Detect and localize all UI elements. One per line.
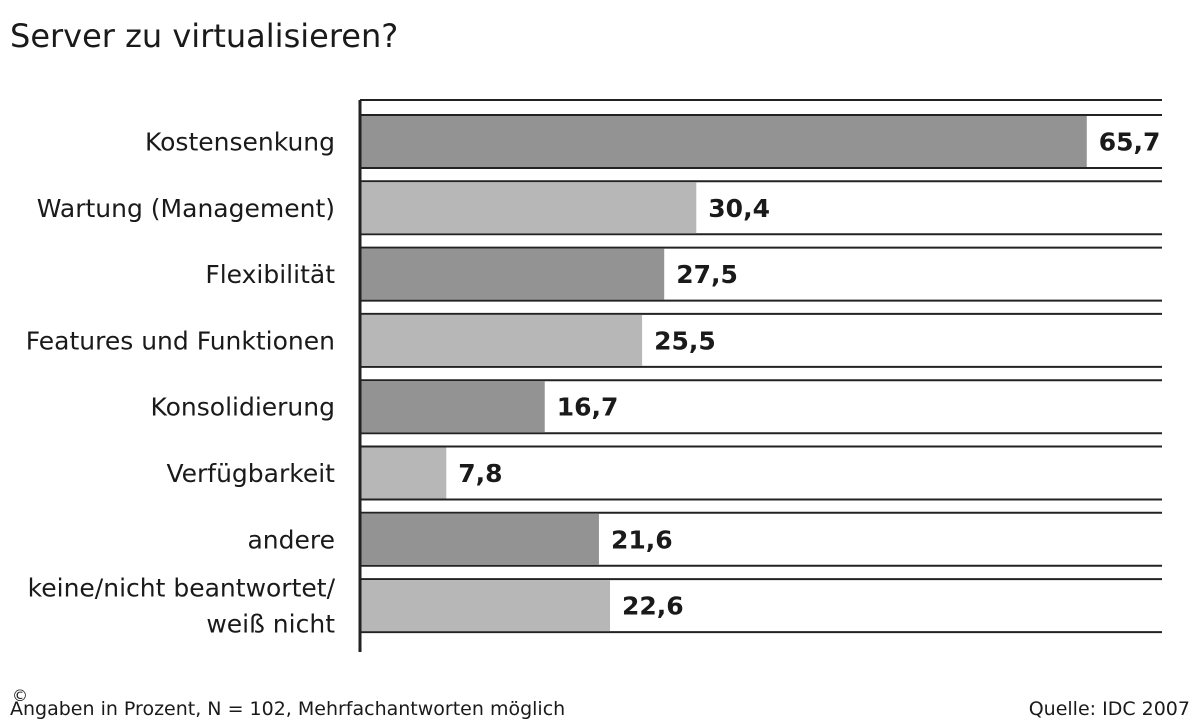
category-label: Features und Funktionen	[26, 326, 335, 355]
bar	[360, 580, 611, 632]
bar-value-label: 25,5	[654, 326, 716, 355]
footnote: Angaben in Prozent, N = 102, Mehrfachant…	[10, 698, 566, 720]
bar-value-label: 65,7	[1099, 128, 1161, 157]
category-label: andere	[247, 525, 335, 554]
bar	[360, 116, 1087, 167]
category-label: Konsolidierung	[150, 393, 335, 422]
category-label: Kostensenkung	[145, 128, 335, 157]
bar-value-label: 7,8	[458, 459, 502, 488]
category-label: keine/nicht beantwortet/	[28, 574, 336, 603]
bar	[360, 513, 599, 565]
bar-value-label: 16,7	[557, 393, 619, 422]
bar	[360, 182, 697, 234]
category-label: Wartung (Management)	[37, 194, 335, 223]
category-label: Verfügbarkeit	[166, 459, 335, 488]
bar-value-label: 21,6	[611, 525, 673, 554]
chart-title: Server zu virtualisieren?	[10, 17, 399, 55]
bar-value-label: 30,4	[708, 194, 770, 223]
bar	[360, 314, 643, 366]
source-note: Quelle: IDC 2007	[1028, 698, 1190, 720]
bar-value-label: 22,6	[622, 592, 684, 621]
bar	[360, 447, 447, 499]
bar	[360, 248, 665, 300]
bar	[360, 381, 545, 433]
category-label: Flexibilität	[205, 260, 335, 289]
bar-value-label: 27,5	[676, 260, 738, 289]
category-label: weiß nicht	[206, 610, 335, 639]
copyright-icon: ©	[12, 686, 28, 705]
